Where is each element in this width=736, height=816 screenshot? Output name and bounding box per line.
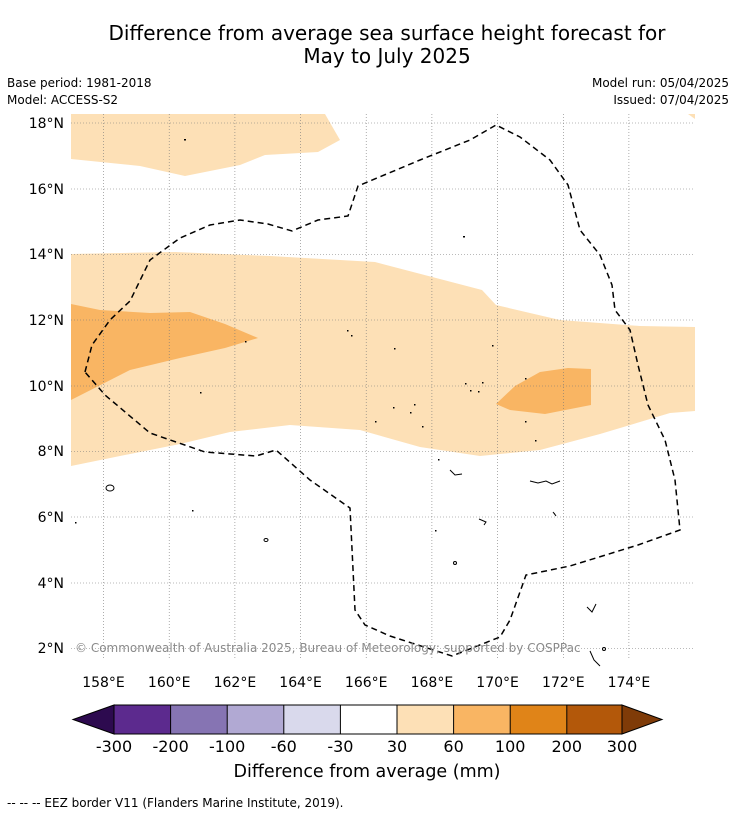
colorbar-arrow-high	[621, 704, 664, 735]
lat-label: 12°N	[29, 313, 64, 329]
anomaly-60-100-west	[71, 304, 258, 400]
copyright-notice: © Commonwealth of Australia 2025, Bureau…	[75, 641, 581, 655]
lat-label: 16°N	[29, 182, 64, 198]
colorbar-labels: -300 -200 -100 -60 -30 30 60 100 200 300	[96, 737, 637, 756]
colorbar-cell	[453, 705, 511, 734]
colorbar-label: -200	[152, 737, 188, 756]
lat-label: 18°N	[29, 116, 64, 132]
anomaly-30-60-ne-corner	[688, 114, 695, 119]
colorbar-label: 300	[607, 737, 638, 756]
colorbar-cell	[283, 705, 341, 734]
lon-label: 158°E	[82, 675, 125, 691]
lat-label: 2°N	[38, 641, 64, 657]
colorbar-label: 100	[495, 737, 526, 756]
lat-label: 10°N	[29, 379, 64, 395]
colorbar-arrow-low	[71, 704, 115, 735]
lon-label: 170°E	[476, 675, 519, 691]
lon-label: 162°E	[214, 675, 257, 691]
lon-label: 172°E	[542, 675, 585, 691]
anomaly-30-60-band-north	[71, 114, 340, 176]
chart-title: Difference from average sea surface heig…	[0, 22, 736, 68]
lon-label: 174°E	[608, 675, 651, 691]
model-name: Model: ACCESS-S2	[7, 93, 119, 107]
lon-label: 166°E	[345, 675, 388, 691]
eez-footnote: -- -- -- EEZ border V11 (Flanders Marine…	[7, 796, 344, 810]
gridlines	[71, 114, 695, 660]
eez-border	[84, 124, 681, 657]
colorbar-title: Difference from average (mm)	[233, 762, 501, 782]
colorbar-label: -300	[96, 737, 132, 756]
colorbar-label: 60	[443, 737, 463, 756]
lat-label: 14°N	[29, 247, 64, 263]
latitude-labels: 18°N 16°N 14°N 12°N 10°N 8°N 6°N 4°N 2°N	[29, 116, 64, 657]
colorbar-label: 200	[552, 737, 583, 756]
base-period: Base period: 1981-2018	[7, 76, 152, 90]
colorbar-label: -60	[271, 737, 297, 756]
colorbar-cell	[227, 705, 284, 734]
lon-label: 164°E	[279, 675, 322, 691]
colorbar-label: -30	[327, 737, 353, 756]
colorbar-cell	[510, 705, 567, 734]
colorbar-label: 30	[387, 737, 407, 756]
lat-label: 8°N	[38, 444, 64, 460]
colorbar-cell	[397, 705, 454, 734]
colorbar-cell	[566, 705, 622, 734]
issued-date: Issued: 07/04/2025	[613, 93, 729, 107]
title-line-1: Difference from average sea surface heig…	[108, 21, 666, 45]
small-atolls	[75, 139, 537, 532]
meta-left: Base period: 1981-2018 Model: ACCESS-S2	[7, 75, 152, 109]
colorbar-label: -100	[209, 737, 245, 756]
title-line-2: May to July 2025	[303, 44, 471, 68]
meta-right: Model run: 05/04/2025 Issued: 07/04/2025	[592, 75, 729, 109]
colorbar-cell	[340, 705, 397, 734]
colorbar-cell	[114, 705, 171, 734]
lon-label: 160°E	[148, 675, 191, 691]
colorbar-cell	[170, 705, 228, 734]
contour-fills	[71, 114, 695, 466]
lat-label: 4°N	[38, 576, 64, 592]
anomaly-60-100-east	[496, 368, 591, 414]
islands	[105, 469, 606, 667]
lat-label: 6°N	[38, 510, 64, 526]
model-run: Model run: 05/04/2025	[591, 76, 729, 90]
colorbar	[71, 704, 664, 735]
lon-label: 168°E	[411, 675, 454, 691]
longitude-labels: 158°E 160°E 162°E 164°E 166°E 168°E 170°…	[82, 675, 650, 691]
